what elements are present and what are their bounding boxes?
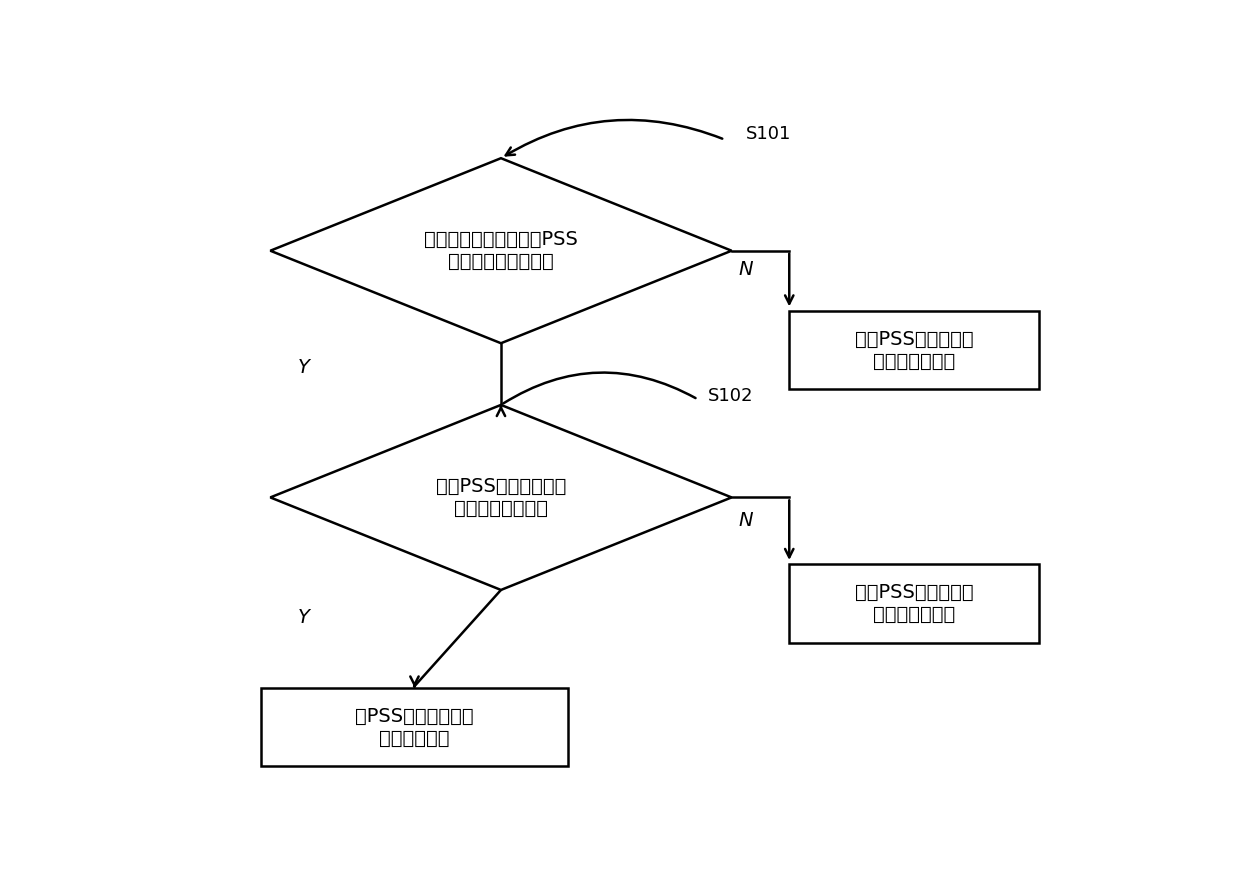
- Text: S101: S101: [746, 125, 791, 143]
- Text: 不是PSS工作异常导
致机组功率振荡: 不是PSS工作异常导 致机组功率振荡: [854, 583, 973, 624]
- Text: S102: S102: [708, 387, 753, 405]
- Text: 判断PSS的输出是否对
振荡起负阻尼作用: 判断PSS的输出是否对 振荡起负阻尼作用: [435, 477, 567, 518]
- Text: Y: Y: [298, 608, 310, 627]
- Text: 在机组功率振荡时判断PSS
的工作状态是否异常: 在机组功率振荡时判断PSS 的工作状态是否异常: [424, 231, 578, 271]
- Bar: [789, 311, 1039, 390]
- Text: Y: Y: [298, 358, 310, 376]
- Polygon shape: [270, 405, 732, 590]
- Text: N: N: [739, 511, 754, 530]
- Text: 是PSS工作异常导致
机组功率振荡: 是PSS工作异常导致 机组功率振荡: [355, 707, 474, 748]
- Bar: [260, 688, 568, 766]
- Polygon shape: [270, 158, 732, 344]
- Text: 不是PSS工作异常导
致机组功率振荡: 不是PSS工作异常导 致机组功率振荡: [854, 329, 973, 370]
- Bar: [789, 564, 1039, 643]
- Text: N: N: [739, 261, 754, 279]
